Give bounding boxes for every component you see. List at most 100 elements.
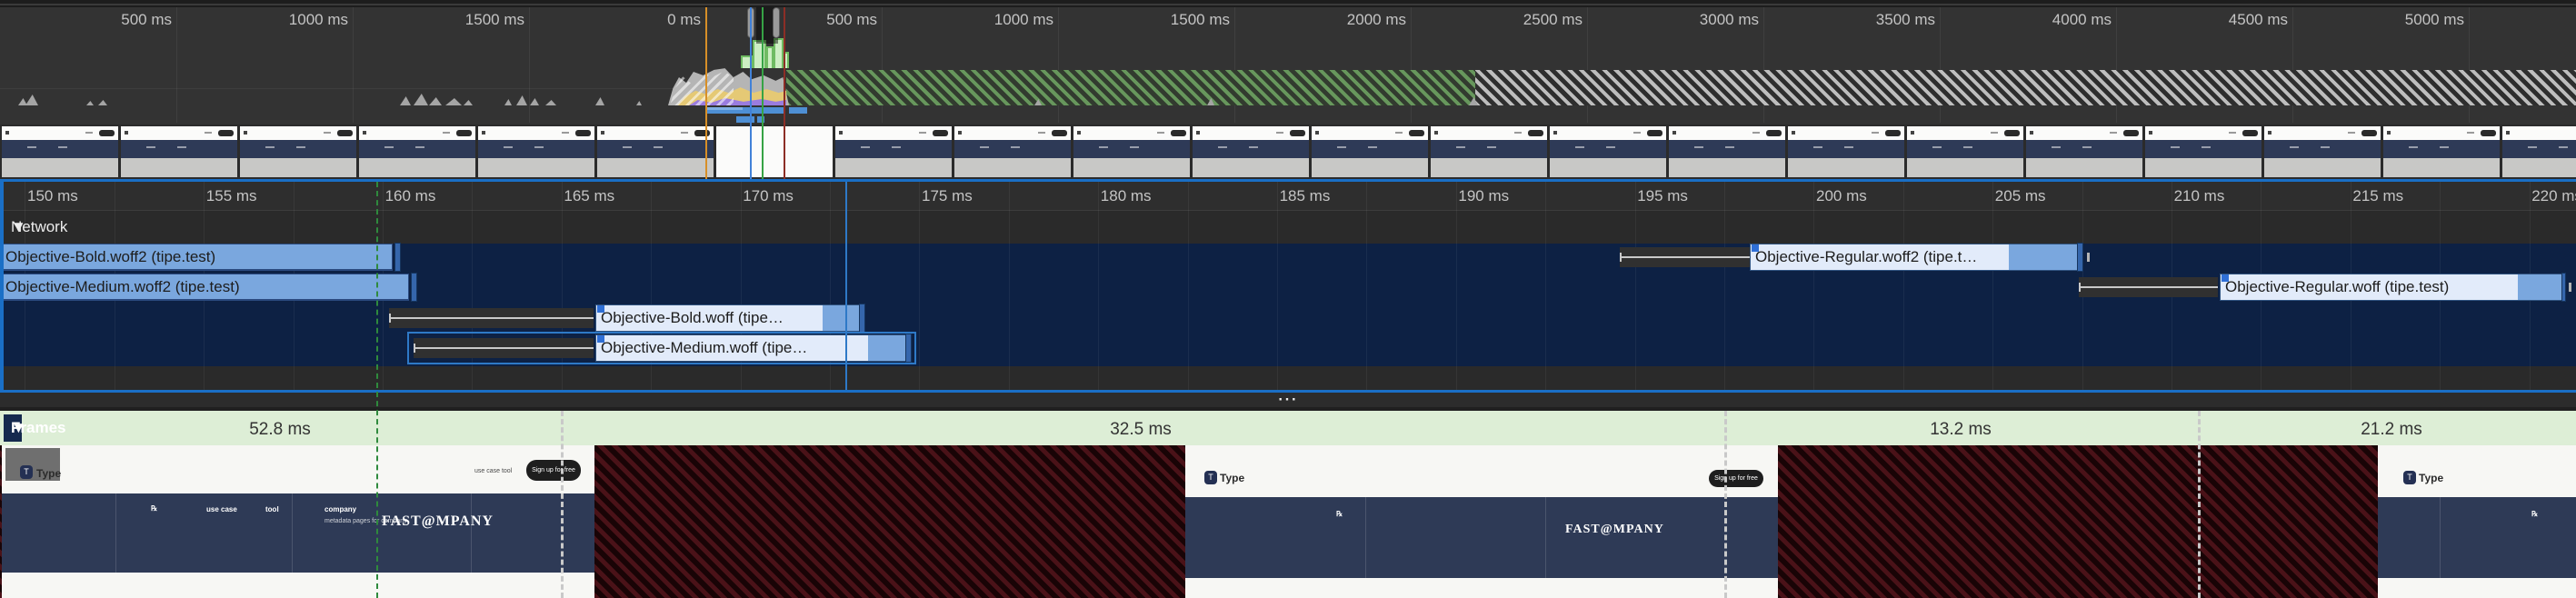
mini-thumb-logo	[1196, 131, 1200, 135]
mini-thumb-speck	[534, 146, 544, 148]
mini-thumbnail[interactable]	[835, 126, 952, 177]
filmstrip-screenshot[interactable]: T Type ℞	[2378, 445, 2576, 598]
mini-thumbnail[interactable]	[240, 126, 356, 177]
mini-thumbnail[interactable]	[716, 126, 833, 177]
mini-thumb-speck	[980, 146, 989, 148]
detail-ruler-label: 205 ms	[1994, 187, 2046, 204]
mini-thumb-body	[2026, 158, 2142, 177]
mini-thumb-navband	[2383, 140, 2500, 158]
menu-column-divider	[115, 493, 116, 573]
mini-thumbnail[interactable]	[954, 126, 1071, 177]
request-waiting-bar[interactable]	[389, 308, 594, 328]
request-download-tail	[2518, 274, 2561, 300]
header-band: ℞ FAST@MPANY	[1185, 497, 1778, 578]
mini-thumbnail[interactable]	[1431, 126, 1547, 177]
request-end-chunk	[2077, 243, 2083, 272]
mini-thumbnail[interactable]	[1550, 126, 1666, 177]
overview-ruler-label: 3000 ms	[1699, 11, 1759, 28]
network-overview-bar	[757, 116, 764, 123]
mini-thumbnail[interactable]	[1669, 126, 1785, 177]
mini-thumbnail[interactable]	[2, 126, 118, 177]
mini-thumb-speck	[146, 146, 155, 148]
overview-gridline	[2116, 7, 2117, 123]
detail-ruler-label: 175 ms	[922, 187, 973, 204]
request-waiting-bar[interactable]	[1620, 247, 1750, 267]
mini-thumb-speck	[2052, 146, 2061, 148]
mini-thumbnail[interactable]	[478, 126, 594, 177]
network-track-top-border	[0, 179, 2576, 182]
frame-duration-label: 52.8 ms	[249, 420, 311, 439]
network-request-bar[interactable]: Objective-Regular.woff (tipe.test)	[2220, 274, 2561, 301]
network-overview-bar-light	[706, 107, 743, 110]
mini-thumbnail[interactable]	[1788, 126, 1904, 177]
mini-thumb-logo	[1315, 131, 1319, 135]
top-scroll-strip[interactable]	[0, 0, 2576, 7]
mini-thumb-nav-dash	[1752, 132, 1760, 134]
filmstrip-screenshot[interactable]: T Type Sign up for free ℞ FAST@MPANY	[1185, 445, 1778, 598]
mini-thumb-navband	[2264, 140, 2381, 158]
cpu-activity-bump	[516, 95, 527, 105]
network-track-bottom-border	[0, 390, 2576, 393]
mini-thumbnail[interactable]	[121, 126, 237, 177]
track-resize-handle[interactable]: ⋯	[0, 387, 2576, 411]
frames-track[interactable]: ▼ Frames 52.8 ms 32.5 ms 13.2 ms 21.2 ms	[0, 411, 2576, 445]
network-overview-bar	[736, 116, 754, 123]
mini-thumb-button	[1766, 130, 1782, 136]
selection-right-handle[interactable]	[773, 7, 780, 38]
mini-thumbnail[interactable]	[2264, 126, 2381, 177]
mini-filmstrip[interactable]	[0, 125, 2576, 179]
network-request-bar[interactable]: Objective-Bold.woff (tipe…	[595, 304, 859, 332]
network-request-bar[interactable]: Objective-Bold.woff2 (tipe.test)	[0, 244, 393, 271]
detail-ruler-label: 220 ms	[2531, 187, 2576, 204]
detail-ruler-label: 155 ms	[205, 187, 257, 204]
mini-thumbnail[interactable]	[1907, 126, 2023, 177]
overview-ruler-label: 500 ms	[121, 11, 172, 28]
mini-thumbnail[interactable]	[1073, 126, 1190, 177]
mini-thumb-speck	[384, 146, 394, 148]
mini-thumb-logo	[2030, 131, 2033, 135]
mini-thumb-nav-dash	[2229, 132, 2236, 134]
mini-thumbnail[interactable]	[2026, 126, 2142, 177]
request-end-chunk	[411, 273, 417, 302]
type-logo-icon: T	[1204, 471, 1217, 484]
request-label: Objective-Regular.woff2 (tipe.t…	[1755, 248, 1978, 265]
mini-thumb-speck	[2290, 146, 2299, 148]
cpu-activity-bump	[636, 101, 642, 105]
mini-thumbnail[interactable]	[597, 126, 714, 177]
network-request-bar[interactable]: Objective-Medium.woff (tipe…	[595, 334, 905, 362]
cpu-activity-bump	[400, 96, 411, 105]
filmstrip-screenshot[interactable]: T Type use case tool Sign up for free ℞ use c…	[2, 445, 594, 598]
network-track-header[interactable]: ▼ Network	[0, 211, 2576, 244]
mini-thumb-button	[2004, 130, 2020, 136]
mini-thumbnail[interactable]	[2383, 126, 2500, 177]
mini-thumbnail[interactable]	[359, 126, 475, 177]
cpu-activity-bump	[98, 100, 107, 105]
signup-button: Sign up for free	[526, 460, 581, 481]
overview-ruler-label: 1000 ms	[288, 11, 348, 28]
network-request-bar[interactable]: Objective-Medium.woff2 (tipe.test)	[0, 274, 409, 301]
timeline-overview[interactable]: 500 ms 1000 ms 1500 ms 0 ms 500 ms 1000 ms 150…	[0, 7, 2576, 179]
collapse-arrow-icon[interactable]: ▼	[11, 419, 26, 436]
request-end-whisker	[2087, 253, 2090, 262]
mini-thumb-button	[1052, 130, 1067, 136]
mini-thumbnail[interactable]	[1193, 126, 1309, 177]
mini-thumb-speck	[1249, 146, 1258, 148]
type-mark-glyph: ℞	[1336, 510, 1343, 518]
mini-thumb-body	[359, 158, 475, 177]
mini-thumb-speck	[1368, 146, 1377, 148]
collapse-arrow-icon[interactable]: ▼	[11, 218, 26, 235]
frames-track-badge[interactable]: ▼ Frames	[4, 414, 65, 442]
mini-thumb-body	[2383, 158, 2500, 177]
mini-thumb-logo	[1077, 131, 1081, 135]
filmstrip-area[interactable]: T Type use case tool Sign up for free ℞ use c…	[0, 445, 2576, 598]
mini-thumb-nav-dash	[681, 132, 688, 134]
detail-time-ruler[interactable]: 150 ms 155 ms 160 ms 165 ms 170 ms 175 ms 180 …	[0, 182, 2576, 211]
mini-thumb-body	[2502, 158, 2576, 177]
mini-thumbnail[interactable]	[2502, 126, 2576, 177]
mini-thumbnail[interactable]	[1312, 126, 1428, 177]
resize-dots-icon[interactable]: ⋯	[1277, 387, 1299, 410]
request-waiting-bar[interactable]	[2079, 277, 2218, 297]
request-waiting-bar[interactable]	[414, 338, 594, 358]
mini-thumbnail[interactable]	[2145, 126, 2261, 177]
